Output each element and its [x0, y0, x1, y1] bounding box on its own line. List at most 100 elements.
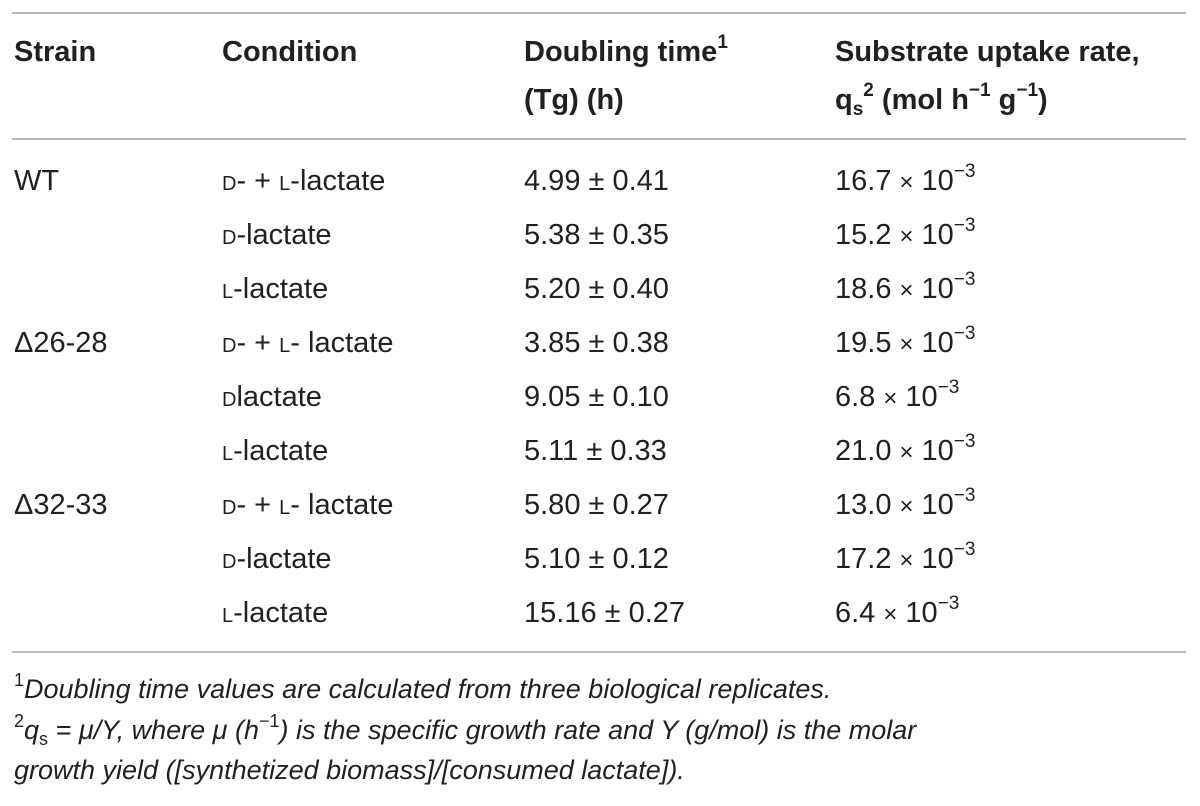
- cell-strain: Δ26-28: [14, 327, 108, 359]
- cell-uptake-exponent: −3: [937, 593, 960, 614]
- cell-uptake-power-base: 10: [921, 489, 954, 521]
- cell-uptake-rate: 15.2 × 10−3: [835, 216, 975, 251]
- cell-condition-part: -lactate: [233, 597, 329, 629]
- cell-doubling-time: 5.20 ± 0.40: [524, 273, 669, 305]
- header-doubling-units: (Tg) (h): [524, 84, 624, 116]
- cell-uptake-power-base: 10: [921, 165, 954, 197]
- cell-condition-part: -lactate: [233, 435, 329, 467]
- header-uptake-units-c: ): [1038, 84, 1048, 116]
- header-rule: [12, 138, 1186, 140]
- cell-uptake-exponent: −3: [953, 269, 976, 290]
- bottom-rule: [12, 651, 1186, 653]
- cell-condition: D-lactate: [222, 545, 332, 574]
- cell-uptake-rate: 19.5 × 10−3: [835, 324, 975, 359]
- header-uptake-units-b: g: [990, 84, 1017, 116]
- footnote-2-q-sub: s: [39, 729, 49, 749]
- cell-uptake-base: 21.0: [835, 435, 892, 467]
- cell-uptake-base: 6.8: [835, 381, 876, 413]
- cell-uptake-base: 16.7: [835, 165, 892, 197]
- cell-uptake-power-base: 10: [921, 273, 954, 305]
- cell-condition-part: L: [222, 435, 234, 467]
- cell-uptake-base: 17.2: [835, 543, 892, 575]
- cell-doubling-time: 5.80 ± 0.27: [524, 489, 669, 521]
- cell-uptake-rate: 6.4 × 10−3: [835, 594, 959, 629]
- cell-uptake-exponent: −3: [953, 539, 976, 560]
- cell-uptake-power-base: 10: [905, 381, 938, 413]
- header-strain: Strain: [14, 36, 97, 68]
- cell-condition: D- + L- lactate: [222, 491, 393, 520]
- cell-doubling-time: 5.10 ± 0.12: [524, 543, 669, 575]
- cell-doubling-time: 4.99 ± 0.41: [524, 165, 669, 197]
- cell-condition-part: - lactate: [290, 327, 394, 359]
- cell-uptake-times: ×: [899, 331, 914, 358]
- cell-condition-part: D: [222, 327, 237, 359]
- cell-condition-part: D: [222, 219, 237, 251]
- cell-uptake-base: 18.6: [835, 273, 892, 305]
- cell-uptake-rate: 13.0 × 10−3: [835, 486, 975, 521]
- cell-condition-part: L: [222, 273, 234, 305]
- cell-doubling-time: 5.11 ± 0.33: [524, 435, 667, 467]
- cell-condition: L-lactate: [222, 599, 328, 628]
- header-uptake-exp-2: −1: [1016, 80, 1039, 101]
- cell-uptake-power-base: 10: [921, 435, 954, 467]
- cell-uptake-exponent: −3: [953, 215, 976, 236]
- cell-uptake-power-base: 10: [921, 327, 954, 359]
- cell-condition-part: L: [279, 327, 291, 359]
- cell-uptake-rate: 16.7 × 10−3: [835, 162, 975, 197]
- cell-uptake-times: ×: [899, 547, 914, 574]
- cell-condition-part: L: [222, 597, 234, 629]
- cell-condition-part: - +: [236, 489, 280, 521]
- cell-uptake-rate: 17.2 × 10−3: [835, 540, 975, 575]
- cell-uptake-times: ×: [899, 277, 914, 304]
- cell-condition-part: -lactate: [290, 165, 386, 197]
- cell-strain: WT: [14, 165, 60, 197]
- cell-condition: L-lactate: [222, 437, 328, 466]
- cell-uptake-base: 6.4: [835, 597, 876, 629]
- footnote-2-text-a: = μ/Y, where μ (h: [48, 715, 259, 745]
- footnote-2: 2qs = μ/Y, where μ (h−1) is the specific…: [14, 712, 917, 748]
- cell-uptake-times: ×: [899, 169, 914, 196]
- cell-doubling-time: 9.05 ± 0.10: [524, 381, 669, 413]
- footnote-1: 1Doubling time values are calculated fro…: [14, 671, 831, 703]
- cell-condition-part: -lactate: [236, 543, 332, 575]
- cell-condition: L-lactate: [222, 275, 328, 304]
- cell-uptake-exponent: −3: [953, 485, 976, 506]
- header-uptake-exp-1: −1: [968, 80, 991, 101]
- footnote-2-exp: −1: [258, 711, 280, 731]
- cell-condition-part: lactate: [236, 381, 322, 413]
- footnote-2-text-b: ) is the specific growth rate and Y (g/m…: [279, 715, 917, 745]
- footnote-2-line-2: growth yield ([synthetized biomass]/[con…: [14, 755, 685, 785]
- cell-condition: D- + L-lactate: [222, 167, 385, 196]
- header-doubling-footnote-marker: 1: [717, 32, 728, 53]
- footnote-2-q: q: [24, 715, 40, 745]
- header-uptake-footnote-marker: 2: [863, 80, 874, 101]
- cell-condition-part: -lactate: [236, 219, 332, 251]
- cell-uptake-base: 13.0: [835, 489, 892, 521]
- header-uptake-units: qs2 (mol h−1 g−1): [835, 81, 1048, 119]
- footnote-2-marker: 2: [14, 711, 25, 731]
- cell-uptake-times: ×: [883, 601, 898, 628]
- cell-uptake-exponent: −3: [953, 431, 976, 452]
- cell-uptake-times: ×: [899, 439, 914, 466]
- cell-uptake-times: ×: [899, 223, 914, 250]
- cell-uptake-times: ×: [883, 385, 898, 412]
- header-uptake-units-a: (mol h: [873, 84, 969, 116]
- cell-uptake-base: 15.2: [835, 219, 892, 251]
- cell-condition: D-lactate: [222, 221, 332, 250]
- cell-uptake-exponent: −3: [937, 377, 960, 398]
- cell-uptake-rate: 21.0 × 10−3: [835, 432, 975, 467]
- cell-uptake-exponent: −3: [953, 323, 976, 344]
- header-uptake-rate: Substrate uptake rate,: [835, 36, 1140, 68]
- cell-condition-part: - lactate: [290, 489, 394, 521]
- cell-doubling-time: 5.38 ± 0.35: [524, 219, 669, 251]
- cell-condition-part: D: [222, 381, 237, 413]
- cell-doubling-time: 15.16 ± 0.27: [524, 597, 686, 629]
- cell-condition-part: L: [279, 489, 291, 521]
- cell-condition-part: D: [222, 543, 237, 575]
- cell-condition: D- + L- lactate: [222, 329, 393, 358]
- cell-condition-part: L: [279, 165, 291, 197]
- cell-uptake-power-base: 10: [905, 597, 938, 629]
- cell-uptake-base: 19.5: [835, 327, 892, 359]
- cell-uptake-times: ×: [899, 493, 914, 520]
